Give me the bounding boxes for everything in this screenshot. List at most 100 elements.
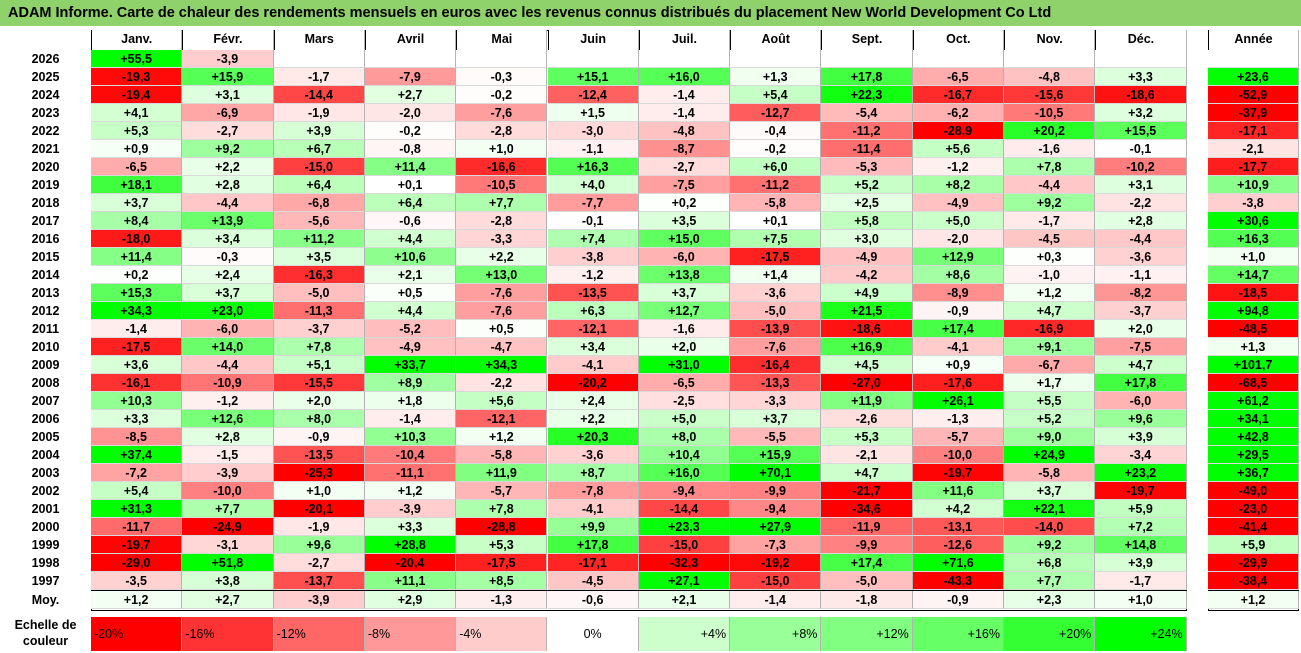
- scale-swatch: -16%: [182, 617, 274, 651]
- heatmap-cell: -25,3: [273, 464, 365, 482]
- annual-cell: -29,9: [1208, 554, 1299, 572]
- heatmap-cell: -0,8: [364, 140, 457, 158]
- heatmap-cell: +8,5: [456, 572, 548, 590]
- heatmap-cell: -3,5: [91, 572, 183, 590]
- heatmap-cell: -4,2: [821, 266, 913, 284]
- heatmap-cell: +15,0: [638, 230, 731, 248]
- heatmap-cell: -15,6: [1004, 86, 1096, 104]
- year-label: 2017: [31, 214, 60, 228]
- heatmap-cell: +3,7: [91, 194, 183, 212]
- month-header-4: Mai: [456, 30, 548, 50]
- heatmap-cell: [821, 50, 913, 68]
- heatmap-cell: +2,5: [821, 194, 913, 212]
- month-header-8: Sept.: [821, 30, 913, 50]
- heatmap-cell: +5,4: [91, 482, 183, 500]
- heatmap-cell: +8,0: [638, 428, 731, 446]
- month-header-9: Oct.: [912, 30, 1004, 50]
- heatmap-cell: -5,7: [912, 428, 1004, 446]
- heatmap-cell: +0,1: [730, 212, 822, 230]
- heatmap-cell: +31,3: [91, 500, 183, 518]
- heatmap-cell: -1,7: [1095, 572, 1187, 590]
- heatmap-cell: +0,5: [456, 320, 548, 338]
- heatmap-cell: -5,8: [1004, 464, 1096, 482]
- annual-cell: +1,0: [1208, 248, 1299, 266]
- annual-header: Année: [1208, 30, 1299, 50]
- heatmap-cell: -4,8: [638, 122, 731, 140]
- heatmap-cell: -1,6: [1004, 140, 1096, 158]
- heatmap-cell: -4,4: [1004, 176, 1096, 194]
- heatmap-cell: +11,9: [821, 392, 913, 410]
- heatmap-cell: -11,9: [821, 518, 913, 536]
- heatmap-cell: -6,8: [273, 194, 365, 212]
- heatmap-cell: -17,5: [456, 554, 548, 572]
- heatmap-cell: -7,5: [638, 176, 731, 194]
- heatmap-cell: -3,6: [1095, 248, 1187, 266]
- heatmap-cell: +1,0: [456, 140, 548, 158]
- scale-swatch: -4%: [456, 617, 548, 651]
- heatmap-cell: +1,3: [730, 68, 822, 86]
- heatmap-cell: -5,0: [821, 572, 913, 590]
- heatmap-cell: +4,7: [1095, 356, 1187, 374]
- heatmap-cell: [547, 50, 639, 68]
- heatmap-cell: -2,7: [182, 122, 274, 140]
- heatmap-cell: -0,1: [1095, 140, 1187, 158]
- heatmap-cell: -18,0: [91, 230, 183, 248]
- heatmap-cell: +2,0: [638, 338, 731, 356]
- heatmap-cell: +0,5: [364, 284, 457, 302]
- heatmap-cell: -9,4: [730, 500, 822, 518]
- heatmap-cell: -4,4: [182, 356, 274, 374]
- year-label: 1999: [31, 538, 60, 552]
- heatmap-cell: +51,8: [182, 554, 274, 572]
- heatmap-cell: -4,8: [1004, 68, 1096, 86]
- average-cell: -0,6: [547, 591, 639, 609]
- year-label: 2006: [31, 412, 60, 426]
- heatmap-cell: +24,9: [1004, 446, 1096, 464]
- heatmap-cell: +5,0: [638, 410, 731, 428]
- heatmap-cell: +6,7: [273, 140, 365, 158]
- heatmap-cell: -19,7: [91, 536, 183, 554]
- heatmap-cell: +14,0: [182, 338, 274, 356]
- scale-swatch: +4%: [638, 617, 731, 651]
- heatmap-cell: +2,2: [547, 410, 639, 428]
- year-label: 2012: [31, 304, 60, 318]
- heatmap-cell: +1,2: [364, 482, 457, 500]
- heatmap-cell: +16,0: [638, 68, 731, 86]
- heatmap-cell: -8,5: [91, 428, 183, 446]
- heatmap-cell: -28,8: [456, 518, 548, 536]
- heatmap-cell: -1,5: [182, 446, 274, 464]
- heatmap-cell: -4,1: [547, 356, 639, 374]
- annual-cell: +94,8: [1208, 302, 1299, 320]
- heatmap-cell: -11,3: [273, 302, 365, 320]
- scale-swatch: -12%: [273, 617, 365, 651]
- heatmap-cell: -16,4: [730, 356, 822, 374]
- heatmap-cell: +15,3: [91, 284, 183, 302]
- heatmap-cell: -4,1: [912, 338, 1004, 356]
- year-label: 2003: [31, 466, 60, 480]
- heatmap-cell: -15,5: [273, 374, 365, 392]
- heatmap-cell: -4,1: [547, 500, 639, 518]
- heatmap-cell: +7,7: [456, 194, 548, 212]
- annual-cell: +101,7: [1208, 356, 1299, 374]
- scale-swatch: -8%: [364, 617, 457, 651]
- heatmap-cell: +9,2: [1004, 536, 1096, 554]
- annual-cell: +23,6: [1208, 68, 1299, 86]
- heatmap-cell: +3,6: [91, 356, 183, 374]
- month-header-0: Janv.: [91, 30, 183, 50]
- heatmap-cell: -9,9: [730, 482, 822, 500]
- heatmap-cell: +3,7: [730, 410, 822, 428]
- heatmap-cell: +5,2: [821, 176, 913, 194]
- heatmap-cell: -0,9: [273, 428, 365, 446]
- year-label: 2023: [31, 106, 60, 120]
- heatmap-cell: +7,8: [456, 500, 548, 518]
- heatmap-cell: -3,6: [730, 284, 822, 302]
- heatmap-cell: +7,7: [182, 500, 274, 518]
- heatmap-cell: +13,0: [456, 266, 548, 284]
- heatmap-cell: -3,3: [730, 392, 822, 410]
- heatmap-cell: +0,1: [364, 176, 457, 194]
- year-label: 2008: [31, 376, 60, 390]
- average-cell: +1,2: [91, 591, 183, 609]
- heatmap-cell: -0,6: [364, 212, 457, 230]
- month-header-6: Juil.: [638, 30, 731, 50]
- heatmap-cell: -0,2: [364, 122, 457, 140]
